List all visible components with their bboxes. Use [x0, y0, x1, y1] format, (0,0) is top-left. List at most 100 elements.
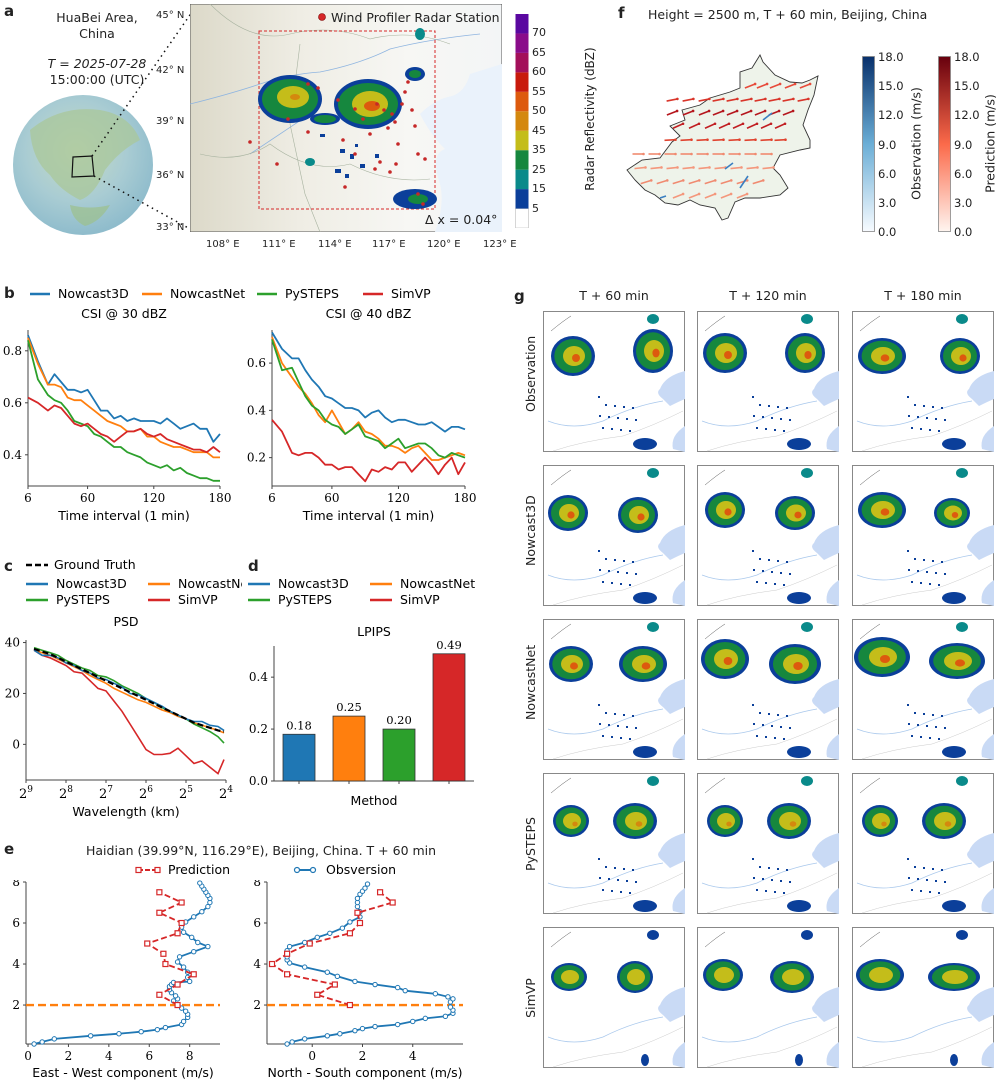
reflectivity-colorbar: [515, 14, 529, 228]
scattered-echo: [920, 890, 922, 892]
area-title-line2: China: [79, 26, 115, 41]
series-line-nowcast3d: [27, 334, 221, 443]
globe-land-se: [70, 205, 110, 226]
echo-south: [787, 592, 811, 604]
border: [704, 315, 726, 332]
scattered-echo: [605, 404, 607, 406]
x-tick-label: 180: [209, 491, 232, 505]
border: [859, 469, 881, 486]
scattered-echo: [752, 704, 754, 706]
colorbar-tick: 70: [532, 26, 546, 40]
wind-arrow-prediction: [740, 110, 752, 116]
scattered-echo: [599, 877, 601, 879]
prediction-point: [160, 950, 167, 957]
scattered-echo: [929, 737, 931, 739]
wind-arrowhead: [753, 82, 757, 86]
echo-45dbz: [804, 351, 812, 359]
x-axis-label: Method: [351, 793, 398, 808]
observation-point: [402, 987, 408, 994]
scattered-echo: [762, 878, 764, 880]
scattered-echo: [614, 559, 616, 561]
observation-point: [195, 939, 201, 946]
wind-arrow-prediction: [682, 98, 694, 102]
wind-arrowhead: [660, 166, 663, 169]
row-label: PySTEPS: [523, 816, 538, 871]
x-tick-label: 180: [454, 491, 477, 505]
echo-45dbz: [880, 354, 890, 362]
scattered-echo: [635, 573, 637, 575]
river: [856, 554, 973, 581]
map-frame: [852, 465, 994, 606]
chart-title: CSI @ 30 dBZ: [81, 306, 167, 321]
border: [552, 410, 684, 452]
scattered-echo: [771, 417, 773, 419]
echo-45dbz: [793, 662, 803, 670]
scattered-echo: [944, 573, 946, 575]
wind-arrow-prediction: [760, 123, 772, 129]
lat-tick: 42° N: [156, 65, 185, 76]
wind-arrowhead: [738, 138, 741, 142]
scattered-echo: [917, 570, 919, 572]
wind-arrow-prediction: [730, 166, 742, 170]
lon-tick: 114° E: [318, 239, 352, 250]
panel-e-letter: e: [4, 840, 15, 858]
wind-arrowhead: [808, 82, 812, 86]
series-line-nowcastnet: [27, 337, 220, 459]
echo-45dbz: [726, 821, 732, 827]
river: [701, 1016, 818, 1043]
wind-arrowhead: [756, 166, 759, 169]
legend-marker: [135, 866, 142, 874]
scattered-echo: [780, 726, 782, 728]
wind-arrow-prediction: [712, 98, 724, 102]
scattered-echo: [780, 418, 782, 420]
y-tick-label: 4: [253, 957, 261, 971]
observation-point: [284, 1041, 290, 1047]
observation-point: [51, 1036, 57, 1042]
scattered-echo: [752, 550, 754, 552]
radar-map: [190, 4, 502, 232]
observation-point: [394, 1021, 401, 1028]
x-tick-exponent: 7: [107, 785, 113, 795]
prediction-point: [144, 940, 151, 947]
scattered-echo: [614, 405, 616, 407]
scattered-echo: [605, 866, 607, 868]
scattered-echo: [756, 581, 758, 583]
legend-label: SimVP: [178, 592, 218, 607]
colorbar-segment: [515, 91, 529, 112]
forecast-map-nowcastnet-3: [852, 619, 994, 760]
wind-arrowhead: [770, 152, 773, 156]
wind-arrowhead: [764, 97, 767, 101]
panel-b-letter: b: [4, 284, 15, 302]
observation-point: [450, 996, 456, 1002]
panel-d-letter: d: [248, 557, 259, 575]
panel-d-legend: Nowcast3D NowcastNet PySTEPS SimVP: [248, 576, 475, 607]
wind-arrowhead: [755, 122, 759, 126]
scattered-echo: [789, 881, 791, 883]
station-marker: [400, 102, 404, 106]
x-tick-label: 6: [268, 491, 276, 505]
x-tick-label: 120: [387, 491, 410, 505]
east-west-wind-chart: 0 2 4 6 8 2 4 6 8 East - West component (m/s): [12, 880, 220, 1080]
lat-tick: 33° N: [156, 222, 185, 233]
map-frame: [697, 311, 839, 452]
echo-north: [647, 468, 659, 478]
lon-tick: 117° E: [372, 239, 406, 250]
station-marker: [396, 142, 400, 146]
x-tick-label: 29: [19, 785, 33, 802]
border: [209, 4, 451, 45]
forecast-map-nowcastnet-2: [697, 619, 839, 760]
scattered-echo: [620, 891, 622, 893]
scattered-echo: [926, 725, 928, 727]
observation-point: [172, 993, 179, 999]
y-tick-label: 6: [12, 916, 20, 930]
sea-south: [826, 426, 839, 452]
scattered-echo: [608, 878, 610, 880]
river: [701, 554, 818, 581]
legend-marker: [154, 866, 161, 874]
forecast-map-nowcast3d-3: [852, 465, 994, 606]
observation-point: [372, 981, 378, 988]
scattered-echo: [756, 889, 758, 891]
observation-point: [180, 929, 187, 935]
wind-arrow-prediction: [762, 166, 774, 170]
border: [550, 315, 572, 332]
